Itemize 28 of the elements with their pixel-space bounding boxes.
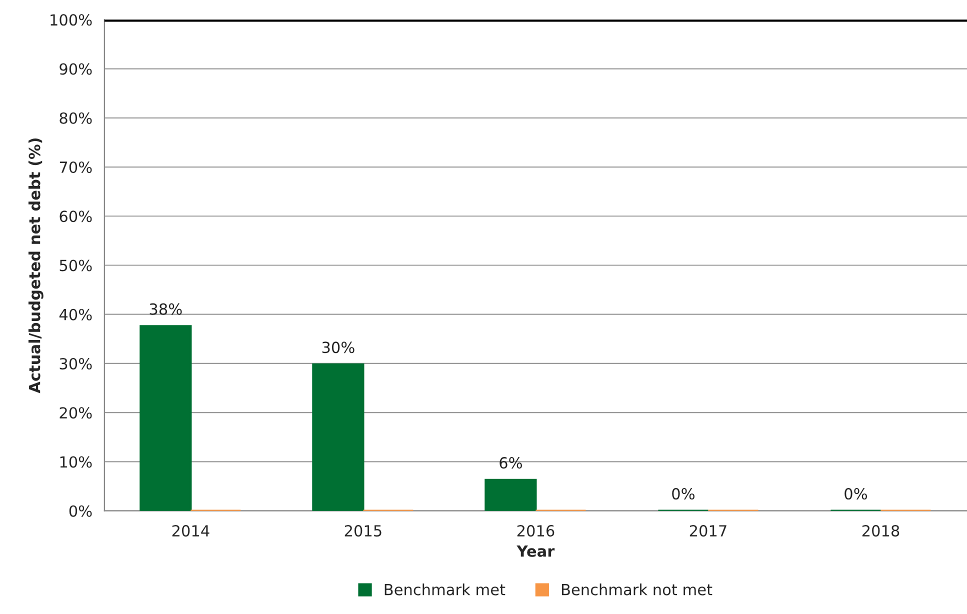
y-tick-label: 90%: [60, 63, 92, 75]
y-tick-label: 40%: [59, 308, 92, 320]
x-tick-label: 2016: [517, 525, 554, 537]
bar: [140, 325, 192, 511]
x-tick-label: 2015: [344, 525, 382, 537]
x-tick-label: 2014: [172, 525, 210, 537]
y-tick-label: 20%: [60, 407, 92, 419]
data-label: 0%: [672, 488, 694, 500]
data-label: 30%: [322, 342, 354, 354]
y-tick-label: 70%: [60, 161, 92, 174]
y-axis-title: Actual/budgeted net debt (%): [28, 138, 44, 394]
y-tick-label: 0%: [69, 505, 92, 517]
bar: [312, 363, 364, 511]
x-axis-title: Year: [516, 546, 555, 557]
y-tick-label: 10%: [60, 456, 92, 468]
y-tick-label: 60%: [60, 210, 92, 222]
x-tick-label: 2018: [862, 525, 900, 537]
y-tick-label: 100%: [50, 14, 92, 26]
y-tick-label: 50%: [60, 260, 92, 272]
data-label: 0%: [844, 488, 868, 500]
x-tick-label: 2017: [690, 525, 726, 537]
y-tick-label: 80%: [60, 112, 92, 124]
data-label: 38%: [150, 303, 182, 315]
y-tick-label: 30%: [60, 358, 92, 370]
bar: [484, 478, 537, 511]
legend-label: Benchmark not met: [562, 584, 712, 596]
data-label: 6%: [500, 457, 522, 469]
legend-label: Benchmark met: [384, 584, 506, 596]
